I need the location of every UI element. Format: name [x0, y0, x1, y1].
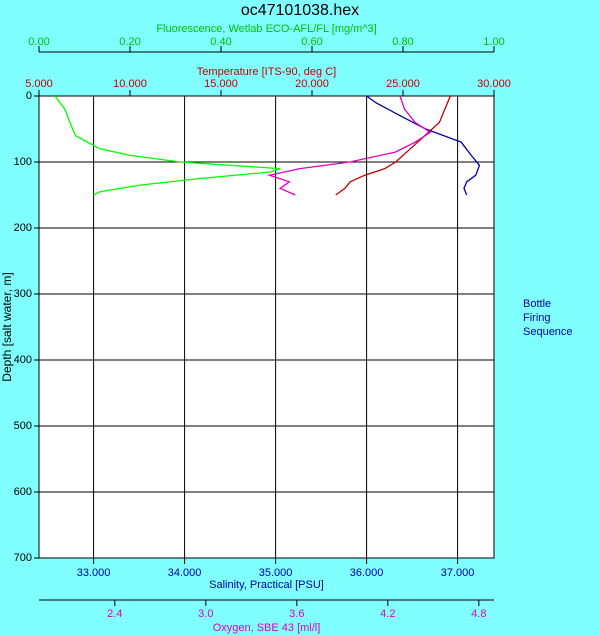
x-tick-label: 20.000 — [295, 78, 329, 90]
x-tick-label: 0.40 — [210, 36, 231, 48]
x-tick-label: 33.000 — [77, 567, 111, 579]
x-tick-label: 10.000 — [113, 78, 147, 90]
x-tick-label: 3.0 — [198, 608, 213, 620]
y-tick-label: 400 — [14, 354, 32, 366]
y-tick-label: 300 — [14, 288, 32, 300]
x-axis-label: Temperature [ITS-90, deg C] — [197, 66, 336, 78]
y-tick-label: 600 — [14, 486, 32, 498]
profile-line — [267, 95, 432, 196]
x-tick-label: 30.000 — [477, 78, 511, 90]
plot-area — [38, 95, 495, 559]
side-label: Sequence — [523, 326, 573, 338]
x-tick-label: 35.000 — [259, 567, 293, 579]
x-tick-label: 34.000 — [168, 567, 202, 579]
profile-line — [54, 95, 281, 196]
chart-title: oc47101038.hex — [241, 2, 359, 19]
x-tick-label: 4.2 — [380, 608, 395, 620]
y-tick-label: 700 — [14, 552, 32, 564]
x-tick-label: 2.4 — [107, 608, 122, 620]
x-axis-label: Fluorescence, Wetlab ECO-AFL/FL [mg/m^3] — [156, 23, 376, 35]
y-tick-label: 200 — [14, 222, 32, 234]
x-tick-label: 0.20 — [119, 36, 140, 48]
x-tick-label: 0.60 — [301, 36, 322, 48]
profile-line — [335, 95, 451, 196]
x-tick-label: 4.8 — [471, 608, 486, 620]
x-tick-label: 0.80 — [392, 36, 413, 48]
y-axis-label: Depth [salt water, m] — [0, 272, 14, 381]
y-tick-label: 100 — [14, 156, 32, 168]
y-tick-label: 0 — [26, 90, 32, 102]
x-axis-label: Salinity, Practical [PSU] — [209, 579, 324, 591]
x-tick-label: 1.00 — [483, 36, 504, 48]
x-tick-label: 5.000 — [25, 78, 53, 90]
side-label: Firing — [523, 312, 551, 324]
x-tick-label: 0.00 — [28, 36, 49, 48]
side-label: Bottle — [523, 298, 551, 310]
y-tick-label: 500 — [14, 420, 32, 432]
x-tick-label: 3.6 — [289, 608, 304, 620]
x-tick-label: 25.000 — [386, 78, 420, 90]
x-tick-label: 36.000 — [350, 567, 384, 579]
x-tick-label: 15.000 — [204, 78, 238, 90]
x-tick-label: 37.000 — [441, 567, 475, 579]
x-axis-label: Oxygen, SBE 43 [ml/l] — [213, 622, 321, 634]
profile-line — [366, 95, 481, 196]
